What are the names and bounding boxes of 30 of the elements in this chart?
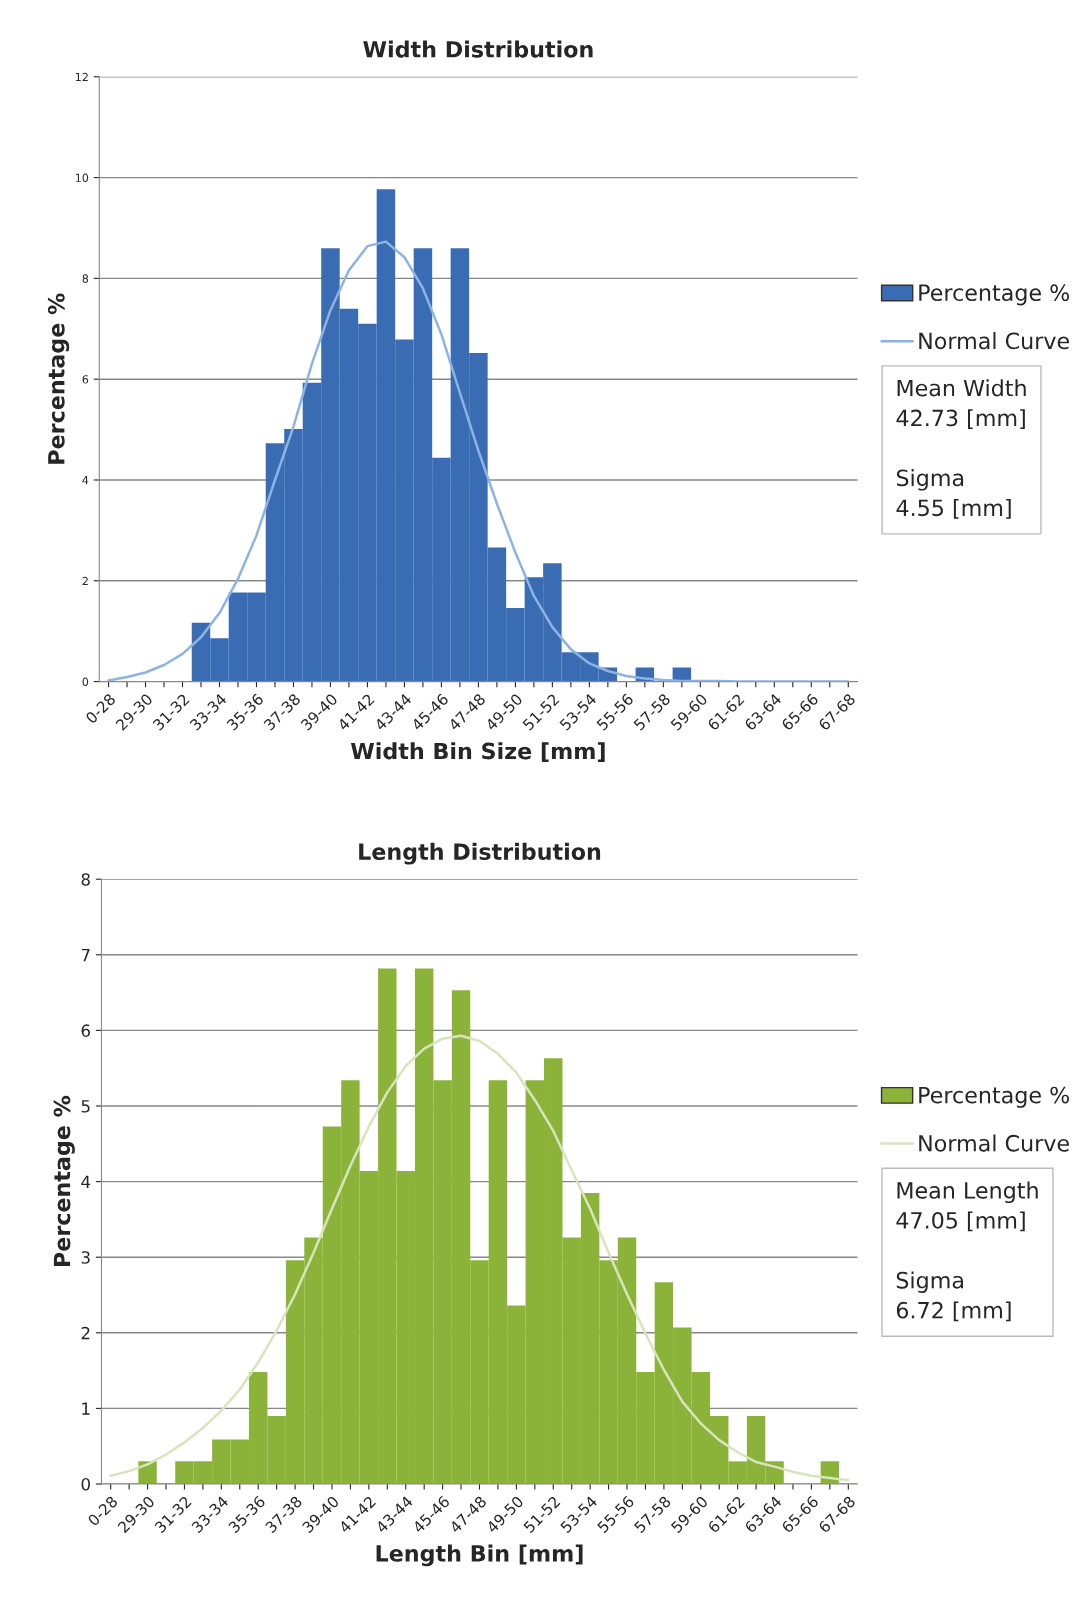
y-tick-label: 8 (81, 873, 90, 886)
y-tick-label: 4 (81, 1175, 91, 1188)
y-tick-label: 10 (75, 173, 89, 182)
y-axis-title: Percentage % (53, 1095, 75, 1267)
y-axis-title: Percentage % (47, 293, 70, 464)
x-axis-title: Width Bin Size [mm] (350, 742, 605, 763)
y-tick-label: 0 (81, 1477, 90, 1491)
y-tick-label: 8 (82, 274, 89, 283)
legend-label: Percentage % (919, 284, 1070, 306)
legend-label: Normal Curve (919, 1134, 1069, 1152)
y-tick-label: 6 (81, 1024, 90, 1037)
chart-title: Length Distribution (359, 842, 601, 865)
line-series (107, 240, 850, 682)
y-tick-label: 6 (82, 375, 89, 384)
y-tick-label: 4 (82, 476, 89, 485)
line-series (109, 1034, 850, 1482)
legend-label: Normal Curve (919, 332, 1069, 350)
y-tick-label: 2 (82, 576, 88, 586)
y-tick-label: 12 (75, 72, 88, 82)
y-tick-label: 1 (82, 1402, 90, 1415)
y-tick-label: 0 (82, 677, 89, 686)
y-tick-label: 2 (81, 1326, 90, 1340)
chart-title: Width Distribution (363, 40, 593, 58)
text: Mean Width 42.73 [mm] Sigma 4.55 [mm] (896, 379, 1026, 519)
y-tick-label: 7 (81, 948, 90, 962)
x-axis-title: Length Bin [mm] (376, 1544, 583, 1567)
text: Mean Length 47.05 [mm] Sigma 6.72 [mm] (896, 1181, 1038, 1322)
y-tick-label: 3 (81, 1251, 90, 1264)
legend-label: Percentage % (919, 1086, 1070, 1108)
y-tick-label: 5 (81, 1100, 90, 1113)
